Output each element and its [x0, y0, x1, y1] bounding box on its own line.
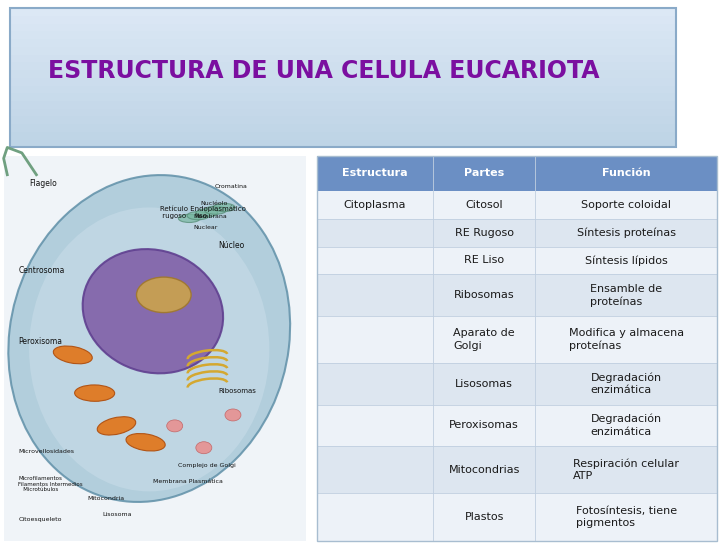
Text: Flagelo: Flagelo — [29, 179, 57, 188]
Ellipse shape — [205, 206, 226, 215]
FancyBboxPatch shape — [317, 494, 717, 541]
Text: Lisosomas: Lisosomas — [455, 379, 513, 389]
Bar — [10, 31, 676, 39]
Text: Aparato de
Golgi: Aparato de Golgi — [454, 328, 515, 351]
Bar — [10, 62, 676, 70]
Ellipse shape — [225, 409, 241, 421]
Bar — [10, 116, 676, 124]
Text: Retículo Endoplasmático
 rugoso    liso: Retículo Endoplasmático rugoso liso — [160, 206, 246, 219]
Ellipse shape — [126, 434, 165, 450]
Bar — [10, 140, 676, 147]
Text: Modifica y almacena
proteínas: Modifica y almacena proteínas — [569, 328, 684, 351]
Text: Respiración celular
ATP: Respiración celular ATP — [573, 459, 679, 481]
Bar — [10, 132, 676, 140]
FancyBboxPatch shape — [317, 219, 717, 247]
FancyBboxPatch shape — [317, 191, 717, 219]
Text: Síntesis proteínas: Síntesis proteínas — [577, 228, 676, 238]
Text: Nuclear: Nuclear — [193, 225, 217, 230]
Text: Función: Función — [602, 168, 650, 179]
Text: Ensamble de
proteínas: Ensamble de proteínas — [590, 283, 662, 307]
Ellipse shape — [213, 203, 235, 212]
FancyBboxPatch shape — [317, 274, 717, 316]
Text: Membrana Plasmática: Membrana Plasmática — [153, 479, 223, 484]
Text: Partes: Partes — [464, 168, 505, 179]
Ellipse shape — [196, 209, 218, 217]
Text: Cromatina: Cromatina — [215, 185, 248, 189]
FancyBboxPatch shape — [4, 156, 306, 541]
Text: Citoesqueleto: Citoesqueleto — [18, 518, 62, 523]
Bar — [10, 78, 676, 86]
Ellipse shape — [167, 420, 183, 432]
Ellipse shape — [187, 211, 209, 220]
Bar — [10, 16, 676, 23]
Text: RE Rugoso: RE Rugoso — [454, 228, 514, 238]
Bar — [10, 101, 676, 109]
Text: Citosol: Citosol — [465, 200, 503, 210]
Ellipse shape — [53, 347, 92, 363]
Bar — [10, 86, 676, 93]
FancyBboxPatch shape — [317, 446, 717, 494]
Text: Ribosomas: Ribosomas — [454, 290, 515, 300]
Text: Estructura: Estructura — [342, 168, 408, 179]
Text: Microfilamentos
Filamentos Intermedios
   Microtúbulos: Microfilamentos Filamentos Intermedios M… — [18, 476, 83, 492]
FancyBboxPatch shape — [317, 405, 717, 446]
Text: Centrosoma: Centrosoma — [18, 266, 65, 275]
Text: Fotosíntesis, tiene
pigmentos: Fotosíntesis, tiene pigmentos — [576, 506, 676, 528]
Text: Peroxisoma: Peroxisoma — [18, 337, 62, 346]
Ellipse shape — [83, 249, 223, 373]
Text: Nucléolo: Nucléolo — [200, 201, 228, 206]
FancyBboxPatch shape — [317, 156, 717, 191]
Bar — [10, 23, 676, 31]
FancyBboxPatch shape — [317, 247, 717, 274]
Ellipse shape — [137, 277, 191, 312]
Text: Plastos: Plastos — [464, 512, 504, 522]
Text: Degradación
enzimática: Degradación enzimática — [590, 414, 662, 437]
Text: ESTRUCTURA DE UNA CELULA EUCARIOTA: ESTRUCTURA DE UNA CELULA EUCARIOTA — [47, 59, 599, 83]
Text: Peroxisomas: Peroxisomas — [449, 420, 519, 430]
Ellipse shape — [196, 442, 212, 454]
Bar — [10, 47, 676, 55]
Ellipse shape — [8, 175, 290, 502]
FancyBboxPatch shape — [317, 363, 717, 405]
Ellipse shape — [29, 207, 269, 491]
Bar — [10, 124, 676, 132]
Bar — [10, 55, 676, 62]
Text: Microvellosidades: Microvellosidades — [18, 449, 74, 454]
Text: Núcleo: Núcleo — [218, 241, 245, 251]
Bar — [10, 109, 676, 116]
Text: Citoplasma: Citoplasma — [344, 200, 406, 210]
Text: Complejo de Golgi: Complejo de Golgi — [178, 463, 236, 468]
Bar — [10, 8, 676, 16]
Text: RE Liso: RE Liso — [464, 256, 505, 265]
Text: Mitocondria: Mitocondria — [87, 496, 124, 501]
Text: Membrana: Membrana — [193, 215, 226, 219]
Ellipse shape — [97, 418, 136, 434]
FancyBboxPatch shape — [317, 316, 717, 363]
Bar — [10, 39, 676, 47]
Bar — [10, 70, 676, 78]
Text: Mitocondrias: Mitocondrias — [448, 465, 520, 475]
Text: Síntesis lípidos: Síntesis lípidos — [585, 255, 668, 266]
Text: Soporte coloidal: Soporte coloidal — [581, 200, 671, 210]
Bar — [10, 93, 676, 101]
Text: Lisosoma: Lisosoma — [102, 512, 132, 517]
Text: Degradación
enzimática: Degradación enzimática — [590, 372, 662, 395]
Ellipse shape — [178, 214, 200, 223]
Ellipse shape — [75, 385, 114, 401]
Text: Ribosomas: Ribosomas — [218, 388, 256, 394]
